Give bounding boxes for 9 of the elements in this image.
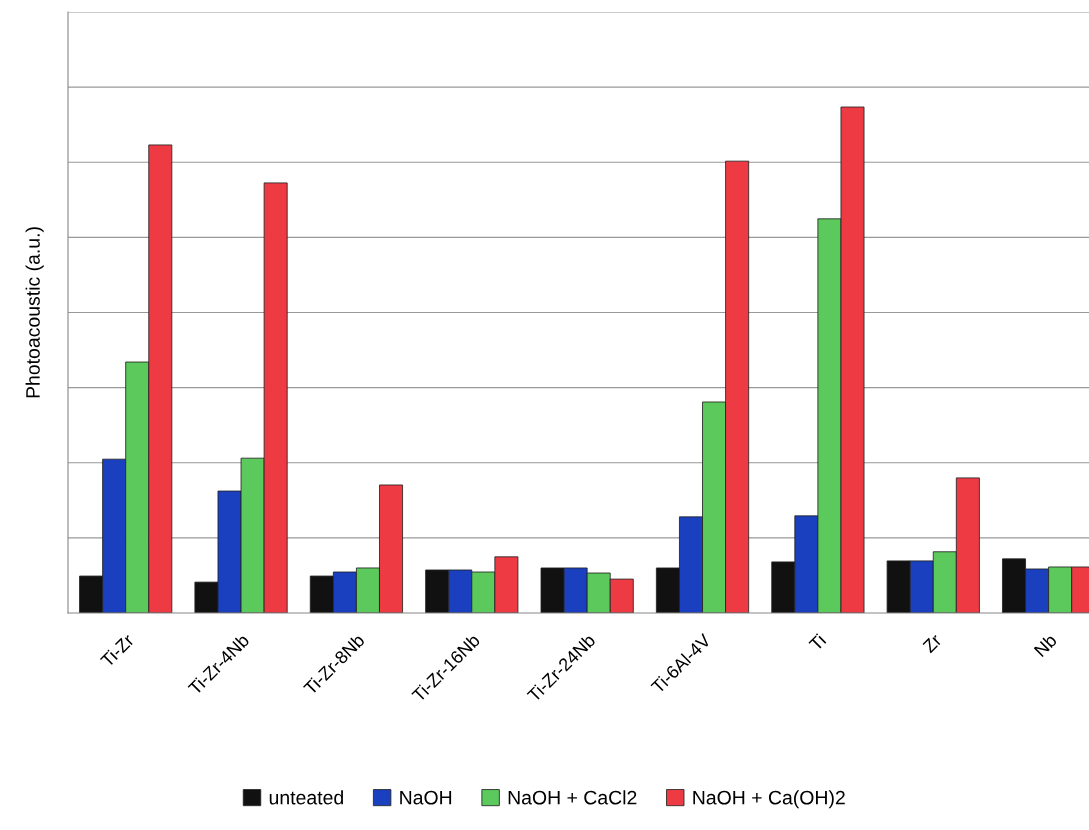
legend-label: NaOH + CaCl2 [508,790,637,805]
legend-label: unteated [269,790,343,805]
legend-label: NaOH + Ca(OH)2 [693,790,845,809]
legend-label: NaOH [400,790,452,805]
x-tick-label: Nb [1033,632,1058,658]
x-tick-label: Ti [808,633,827,652]
y-axis-title: Photoacoustic (a.u.) [25,227,44,398]
x-tick-label: Ti-Zr [99,632,135,668]
x-tick-label: Zr [922,633,943,654]
